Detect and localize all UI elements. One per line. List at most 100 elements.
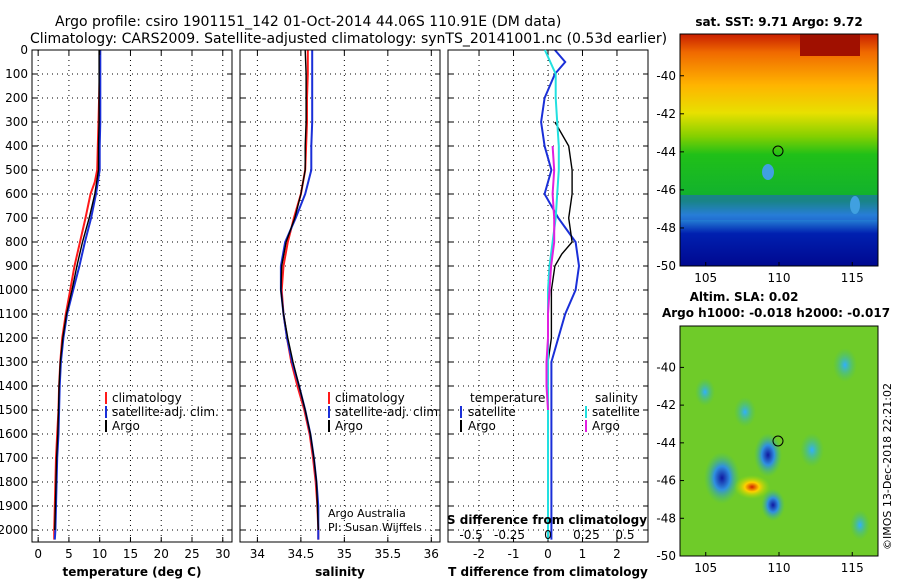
x-tick-label: 25: [184, 547, 199, 561]
sst-warm-patch: [800, 34, 860, 56]
sla-mid: [734, 397, 756, 427]
sla-mid: [800, 433, 824, 467]
map-y-tick-label: -44: [656, 145, 676, 159]
depth-tick-label: 1000: [0, 283, 28, 297]
map-x-tick-label: 115: [841, 271, 864, 285]
x-tick-label: 30: [215, 547, 230, 561]
map-y-tick-label: -42: [656, 398, 676, 412]
argo-float-marker: [772, 145, 784, 157]
legend-label-t-argo: Argo: [468, 419, 496, 433]
x-tick-label: 35: [337, 547, 352, 561]
panel-frame: [31, 49, 233, 543]
legend-label-argo: Argo: [335, 419, 363, 433]
legend-label-climatology: climatology: [112, 391, 182, 405]
salinity-diff-tick-label: 0.5: [615, 528, 634, 542]
x-tick-label: 1: [579, 547, 587, 561]
sla-map: [680, 326, 878, 556]
map2-title2: Argo h1000: -0.018 h2000: -0.017: [662, 306, 890, 320]
x-tick-label: 5: [65, 547, 73, 561]
depth-tick-label: 500: [5, 163, 28, 177]
depth-tick-label: 1300: [0, 355, 28, 369]
series-line-argo: [280, 49, 319, 531]
legend-label-satellite: satellite-adj. clim.: [112, 405, 219, 419]
map-x-tick-label: 110: [768, 271, 791, 285]
x-axis-label: temperature (deg C): [63, 565, 202, 579]
legend-header-salinity: salinity: [595, 391, 638, 405]
depth-tick-label: 1100: [0, 307, 28, 321]
map-y-tick-label: -40: [656, 69, 676, 83]
x-tick-label: 0: [544, 547, 552, 561]
sla-high: [734, 475, 770, 499]
map-y-tick-label: -50: [656, 259, 676, 273]
x-tick-label: 10: [92, 547, 107, 561]
imos-stamp: ©IMOS 13-Dec-2018 22:21:02: [881, 383, 894, 550]
map-y-tick-label: -48: [656, 221, 676, 235]
legend-label-s-satellite: satellite: [592, 405, 640, 419]
salinity-diff-series-argo: [545, 145, 556, 411]
salinity-panel: 34 34.5 35 35.5 36 salinity: [239, 49, 441, 579]
map2-axes: 105 110 115 -40 -42 -44 -46 -48 -50: [656, 360, 863, 575]
map-y-tick-label: -42: [656, 107, 676, 121]
panel-frame: [239, 49, 441, 543]
map-y-tick-label: -44: [656, 436, 676, 450]
depth-tick-label: 1800: [0, 475, 28, 489]
salinity-diff-ticks: -0.5 -0.25 0 0.25 0.5: [459, 528, 634, 542]
map1-axes: 105 110 115 -40 -42 -44 -46 -48 -50: [656, 69, 863, 285]
depth-tick-label: 2000: [0, 523, 28, 537]
depth-tick-label: 800: [5, 235, 28, 249]
map-x-tick-label: 105: [694, 561, 717, 575]
salinity-diff-xlabel: S difference from climatology: [447, 513, 647, 527]
credit-line2: PI: Susan Wijffels: [328, 521, 422, 534]
map-y-tick-label: -50: [656, 549, 676, 563]
salinity-diff-tick-label: 0: [544, 528, 552, 542]
legend-label-satellite: satellite-adj. clim.: [335, 405, 442, 419]
depth-tick-label: 0: [20, 43, 28, 57]
depth-tick-label: 400: [5, 139, 28, 153]
depth-tick-label: 1600: [0, 427, 28, 441]
x-tick-label: 35.5: [374, 547, 401, 561]
depth-tick-label: 100: [5, 67, 28, 81]
legend-label-climatology: climatology: [335, 391, 405, 405]
x-tick-label: 36: [424, 547, 439, 561]
series-line-satellite: [540, 49, 581, 540]
map2-title1: Altim. SLA: 0.02: [690, 290, 799, 304]
difference-panel: -2 -1 0 1 2 T difference from climatology: [447, 49, 649, 579]
sst-field: [680, 34, 878, 266]
sst-eddy: [762, 164, 774, 180]
x-tick-label: 20: [154, 547, 169, 561]
sst-map: [680, 34, 878, 266]
series-line-argo: [54, 50, 100, 531]
title-line2: Climatology: CARS2009. Satellite-adjuste…: [30, 31, 667, 47]
legend-label-s-argo: Argo: [592, 419, 620, 433]
depth-tick-label: 1500: [0, 403, 28, 417]
x-tick-label: 0: [34, 547, 42, 561]
sst-eddy: [850, 196, 860, 214]
argo-float-marker: [772, 435, 784, 447]
series-line-climatology: [53, 50, 101, 540]
depth-tick-label: 200: [5, 91, 28, 105]
sla-mid: [850, 510, 870, 540]
depth-tick-label: 300: [5, 115, 28, 129]
salinity-diff-tick-label: 0.25: [573, 528, 600, 542]
sla-mid: [695, 378, 715, 406]
salinity-diff-series-satellite: [543, 49, 560, 540]
map-y-tick-label: -46: [656, 183, 676, 197]
series-line-satellite-adj-clim-: [279, 50, 320, 540]
x-tick-label: -1: [508, 547, 520, 561]
x-tick-label: 34.5: [288, 547, 315, 561]
salinity-legend: climatology satellite-adj. clim. Argo: [328, 391, 442, 433]
depth-tick-label: 600: [5, 187, 28, 201]
title-line1: Argo profile: csiro 1901151_142 01-Oct-2…: [55, 14, 561, 30]
legend-label-t-satellite: satellite: [468, 405, 516, 419]
x-tick-label: 34: [250, 547, 265, 561]
legend-label-argo: Argo: [112, 419, 140, 433]
map-y-tick-label: -40: [656, 360, 676, 374]
map-x-tick-label: 115: [841, 561, 864, 575]
map-y-tick-label: -48: [656, 511, 676, 525]
series-line-satellite-adj-clim-: [53, 50, 102, 540]
x-tick-label: -2: [473, 547, 485, 561]
x-axis-label: T difference from climatology: [448, 565, 648, 579]
map-x-tick-label: 110: [768, 561, 791, 575]
x-axis-label: salinity: [315, 565, 365, 579]
